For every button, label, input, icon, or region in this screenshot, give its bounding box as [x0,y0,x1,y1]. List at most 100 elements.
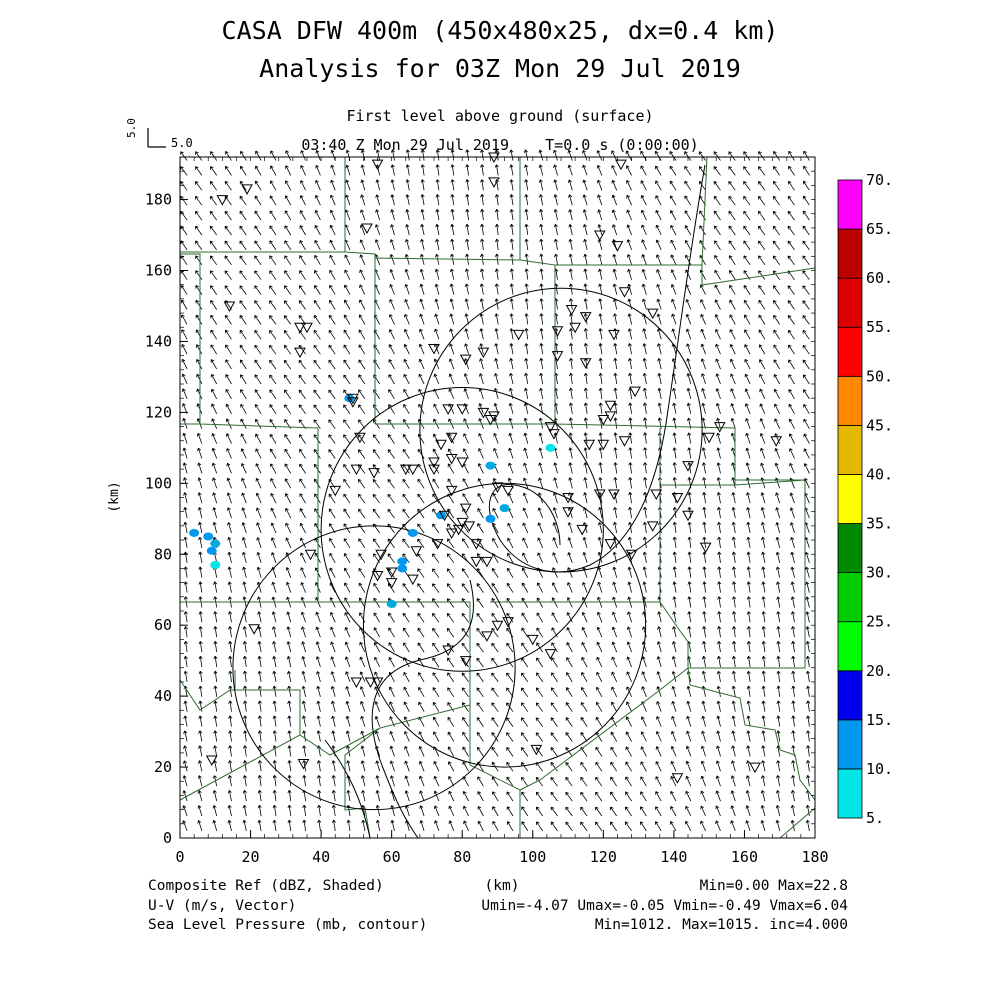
colorbar-label-0: 5. [866,809,884,827]
colorbar-label-10: 55. [866,318,893,336]
radar-ring-0 [419,287,703,573]
colorbar-label-3: 20. [866,662,893,680]
chart-title: CASA DFW 400m (450x480x25, dx=0.4 km) [221,16,779,45]
footer-left-1: U-V (m/s, Vector) [148,898,296,914]
y-tick-label-2: 40 [154,687,172,705]
colorbar-label-8: 45. [866,416,893,434]
station-40 [435,439,447,451]
y-tick-label-0: 0 [163,829,172,847]
station-81 [385,578,398,589]
station-14 [608,329,620,341]
echo-3 [206,546,217,555]
echo-8 [499,504,510,513]
station-42 [597,439,610,451]
station-95 [364,677,377,688]
station-37 [713,422,726,433]
y-tick-label-8: 160 [145,262,172,280]
station-57 [682,461,694,472]
colorbar-label-2: 15. [866,711,893,729]
station-15 [512,329,525,341]
colorbar-swatch-2 [837,670,863,721]
station-69 [456,517,469,529]
y-tick-label-1: 20 [154,758,172,776]
colorbar-swatch-6 [837,474,863,524]
footer-left-2: Sea Level Pressure (mb, contour) [148,917,427,933]
y-tick-label-9: 180 [145,191,172,209]
station-87 [470,539,483,550]
station-3 [488,177,500,188]
station-93 [442,645,454,657]
x-tick-label-5: 100 [519,848,546,866]
station-52 [368,468,380,479]
station-50 [445,453,458,465]
station-83 [385,567,398,579]
x-tick-label-1: 20 [242,848,260,866]
colorbar-swatch-9 [837,326,863,377]
station-90 [491,620,504,632]
station-36 [548,429,560,440]
station-94 [459,656,472,667]
colorbar-swatch-12 [837,179,863,230]
colorbar-swatch-5 [837,523,863,574]
reference-vector [147,128,166,148]
echo-13 [485,461,496,470]
colorbar-label-13: 70. [866,171,893,189]
station-51 [428,464,440,476]
colorbar-swatch-11 [837,228,863,279]
station-22 [551,351,564,362]
station-76 [576,524,589,536]
colorbar-label-9: 50. [866,367,893,385]
echo-11 [407,528,418,537]
footer-right-1: Umin=-4.07 Umax=-0.05 Vmin=-0.49 Vmax=6.… [481,898,848,914]
station-59 [608,489,620,500]
station-103 [749,762,761,774]
reflectivity-echoes [189,394,556,608]
x-tick-label-6: 120 [590,848,617,866]
colorbar-swatch-0 [837,768,863,819]
level-label: First level above ground (surface) [346,107,654,125]
station-60 [593,489,606,500]
station-61 [445,485,458,497]
colorbar-swatch-10 [837,277,863,328]
station-91 [481,631,493,642]
x-tick-label-4: 80 [453,848,471,866]
echo-12 [386,599,397,608]
station-27 [477,407,490,419]
footer-right-0: Min=0.00 Max=22.8 [700,878,848,894]
station-9 [646,308,659,320]
wind-vector-field [180,149,811,832]
station-23 [579,358,592,369]
station-100 [205,755,218,766]
station-12 [579,312,592,323]
station-65 [438,510,451,522]
station-45 [770,436,783,447]
station-105 [241,184,253,195]
station-96 [371,677,384,688]
station-77 [431,539,444,550]
station-7 [615,159,627,171]
station-89 [526,634,539,646]
station-68 [445,528,458,539]
station-17 [294,322,306,334]
colorbar-swatch-7 [837,424,863,475]
y-tick-label-7: 140 [145,332,172,350]
echo-6 [436,511,447,520]
echo-14 [545,443,556,452]
footer-left-0: Composite Ref (dBZ, Shaded) [148,878,384,894]
echo-9 [397,557,408,566]
station-92 [544,649,557,660]
colorbar-label-5: 30. [866,564,893,582]
station-71 [682,510,694,522]
station-64 [491,482,504,493]
echo-4 [210,560,221,569]
sea-level-pressure-contours [324,164,706,839]
colorbar-label-4: 25. [866,613,893,631]
station-32 [604,400,617,412]
station-38 [354,432,366,444]
station-82 [406,574,419,586]
colorbar-swatch-3 [837,621,863,672]
reference-vector-label: 5.0 [171,136,193,150]
y-tick-label-3: 60 [154,616,172,634]
station-75 [604,539,617,550]
